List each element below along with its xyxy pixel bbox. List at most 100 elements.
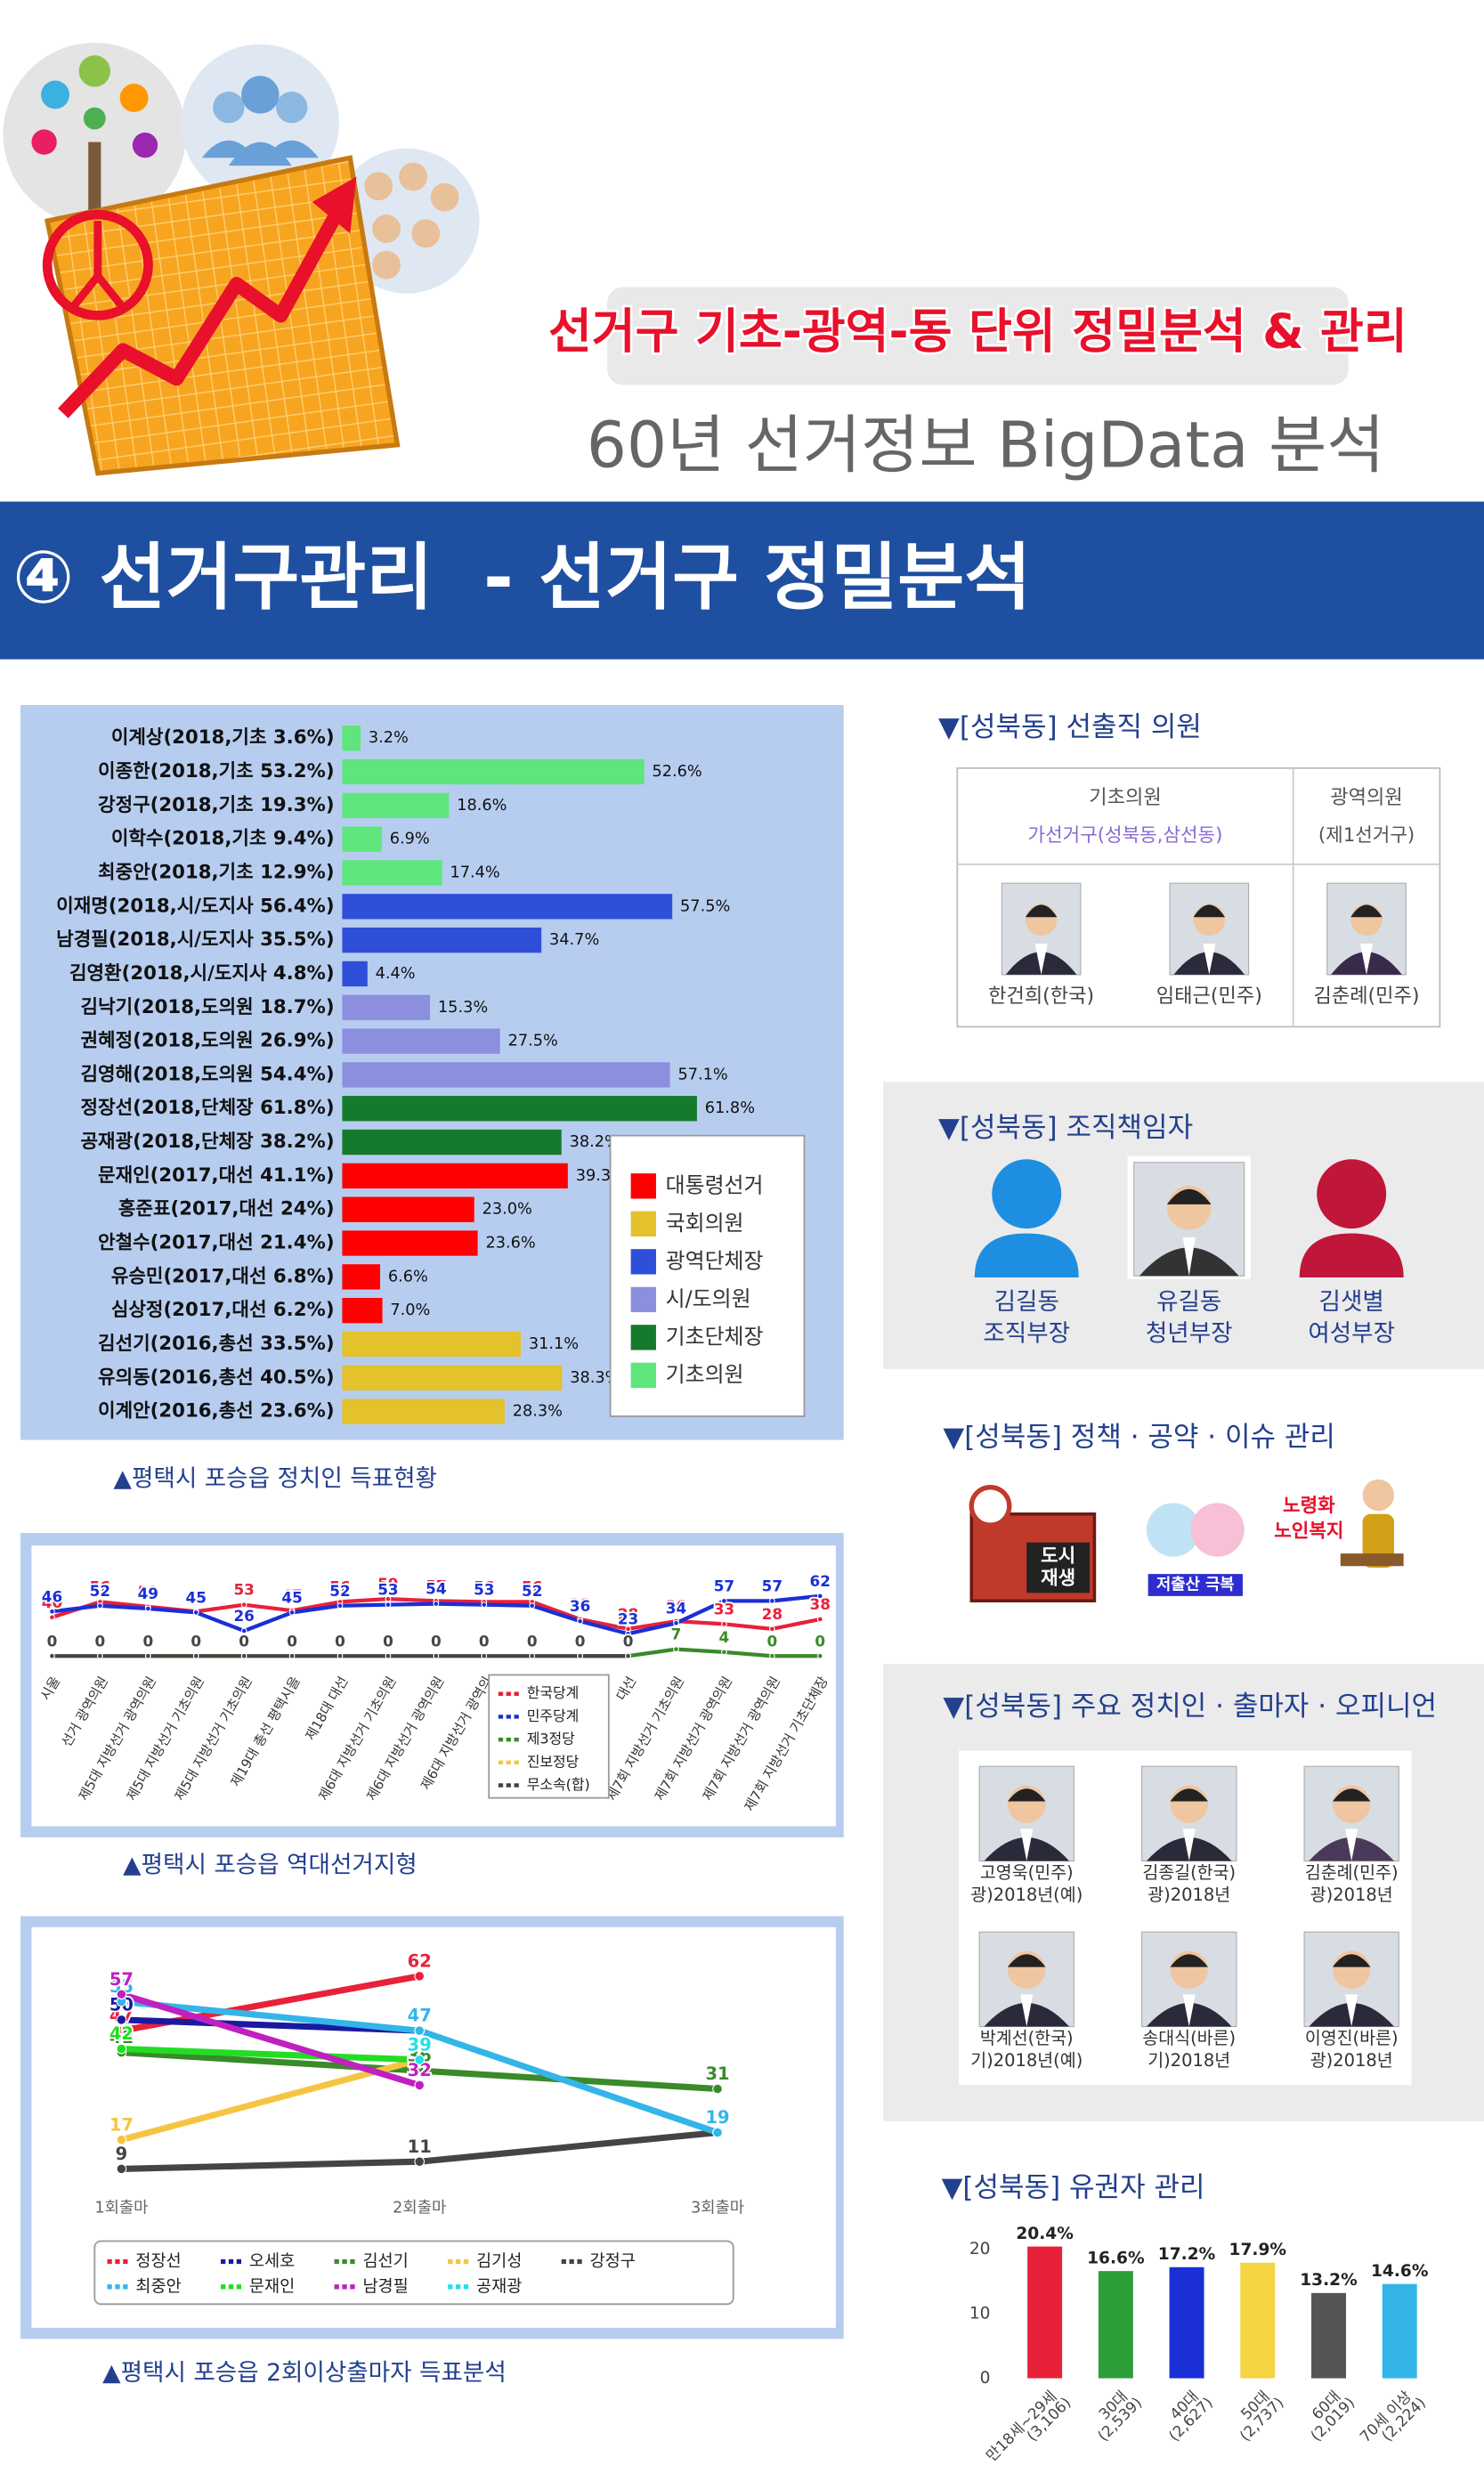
- value-label: 45: [281, 1588, 302, 1606]
- legend-label: 국회의원: [666, 1211, 744, 1236]
- bar-label: 김선기(2016,총선 33.5%): [98, 1333, 335, 1355]
- bar: [342, 792, 450, 819]
- legend-swatch: [630, 1173, 656, 1199]
- photo-hair: [1025, 904, 1058, 918]
- value-label: 36: [570, 1597, 590, 1615]
- point: [240, 1652, 247, 1659]
- value-label: 51: [138, 1583, 158, 1601]
- point: [144, 1605, 151, 1612]
- photo: [1133, 1162, 1245, 1277]
- caption: ▲평택시 포승읍 2회이상출마자 득표분석: [102, 2359, 507, 2387]
- bar: [342, 1062, 670, 1088]
- y-tick-label: 10: [969, 2305, 991, 2323]
- value-label: 52: [329, 1582, 350, 1600]
- value-label: 59: [377, 1575, 398, 1593]
- photo-shirt: [1203, 943, 1216, 975]
- value-label: 19: [705, 2107, 729, 2128]
- point: [721, 1597, 727, 1604]
- value-label: 0: [95, 1632, 106, 1650]
- bar: [342, 1298, 383, 1324]
- chair-icon: [1340, 1553, 1404, 1567]
- caption: ▲평택시 포승읍 역대선거지형: [123, 1851, 418, 1878]
- value-label: 38: [810, 1595, 831, 1613]
- chart-area: [31, 1545, 836, 1827]
- value-label: 23.0%: [483, 1201, 532, 1219]
- value-label: 18.6%: [457, 797, 507, 815]
- point: [49, 1652, 55, 1659]
- value-label: 13.2%: [1300, 2271, 1358, 2290]
- bar: [342, 860, 442, 886]
- politician-name: 송대식(바른): [1142, 2028, 1236, 2048]
- value-label: 46: [186, 1587, 207, 1605]
- value-label: 17.9%: [1229, 2241, 1287, 2259]
- point: [433, 1652, 440, 1659]
- legend-label: 한국당계: [527, 1684, 580, 1701]
- panel-title: ▼[성북동] 조직책임자: [938, 1112, 1193, 1144]
- header-illustration: [3, 42, 480, 476]
- panel-title: ▼[성북동] 정책 · 공약 · 이슈 관리: [943, 1421, 1335, 1453]
- legend-label: 시/도의원: [666, 1286, 751, 1311]
- point: [49, 1614, 55, 1621]
- panel-title: ▼[성북동] 선출직 의원: [938, 711, 1202, 743]
- bar: [342, 1365, 563, 1391]
- value-label: 34.7%: [549, 931, 599, 949]
- label-box: [1147, 1574, 1243, 1596]
- value-label: 53: [474, 1581, 494, 1599]
- subtitle: 60년 선거정보 BigData 분석: [587, 409, 1385, 482]
- politician-note: 광)2018년(예): [970, 1885, 1083, 1905]
- point: [577, 1618, 584, 1625]
- value-label: 26: [233, 1607, 254, 1625]
- politician-name: 고영욱(민주): [980, 1862, 1074, 1883]
- politician-note: 광)2018년: [1310, 1885, 1393, 1905]
- point: [97, 1602, 103, 1609]
- photo-shirt: [1020, 1828, 1034, 1861]
- value-label: 56: [522, 1577, 542, 1595]
- bar-label: 정장선(2018,단체장 61.8%): [80, 1097, 334, 1119]
- value-label: 0: [191, 1632, 201, 1650]
- photo-hair: [1166, 1188, 1212, 1204]
- value-label: 0: [815, 1632, 825, 1650]
- bar-label: 김영해(2018,도의원 54.4%): [80, 1063, 334, 1085]
- value-label: 27.5%: [508, 1033, 558, 1050]
- sign-icon: [969, 1485, 1012, 1528]
- member-name: 임태근(민주): [1156, 985, 1262, 1008]
- column-header: 기초의원: [1089, 786, 1161, 809]
- value-label: 31.1%: [529, 1335, 579, 1353]
- photo: [1001, 882, 1082, 976]
- elder-icon: [1362, 1479, 1395, 1512]
- bar: [342, 994, 431, 1020]
- district: (제1선거구): [1318, 824, 1415, 847]
- value-label: 4: [719, 1628, 730, 1646]
- value-label: 56: [329, 1577, 350, 1595]
- value-label: 0: [142, 1632, 153, 1650]
- point: [116, 2015, 127, 2025]
- baby-icon: [1190, 1503, 1245, 1557]
- value-label: 52: [522, 1582, 542, 1600]
- column-header: 광역의원: [1330, 786, 1402, 809]
- panel-title: ▼[성북동] 유권자 관리: [942, 2171, 1205, 2203]
- value-label: 0: [47, 1632, 58, 1650]
- person-role: 여성부장: [1308, 1319, 1395, 1347]
- value-label: 49: [138, 1585, 158, 1602]
- value-label: 57: [762, 1577, 783, 1594]
- value-label: 28: [762, 1605, 783, 1623]
- value-label: 7: [671, 1626, 682, 1643]
- value-label: 0: [623, 1632, 634, 1650]
- section-title: ④ 선거구관리 - 선거구 정밀분석: [12, 535, 1031, 620]
- value-label: 36: [666, 1597, 686, 1615]
- x-tick-label: 1회출마: [94, 2198, 148, 2217]
- issue-label: 저출산 극복: [1156, 1576, 1235, 1594]
- value-label: 57: [109, 1969, 134, 1990]
- value-label: 57.1%: [677, 1066, 727, 1083]
- y-tick-label: 0: [980, 2369, 991, 2388]
- value-label: 57: [426, 1577, 446, 1594]
- point: [414, 2054, 426, 2065]
- tagline: 선거구 기초-광역-동 단위 정밀분석 & 관리: [548, 304, 1407, 359]
- photo-shirt: [1182, 1828, 1196, 1861]
- value-label: 47: [408, 2006, 432, 2026]
- legend-label: 강정구: [590, 2252, 636, 2271]
- point: [97, 1652, 103, 1659]
- point: [116, 2163, 127, 2175]
- issue-label: 재생: [1041, 1567, 1075, 1589]
